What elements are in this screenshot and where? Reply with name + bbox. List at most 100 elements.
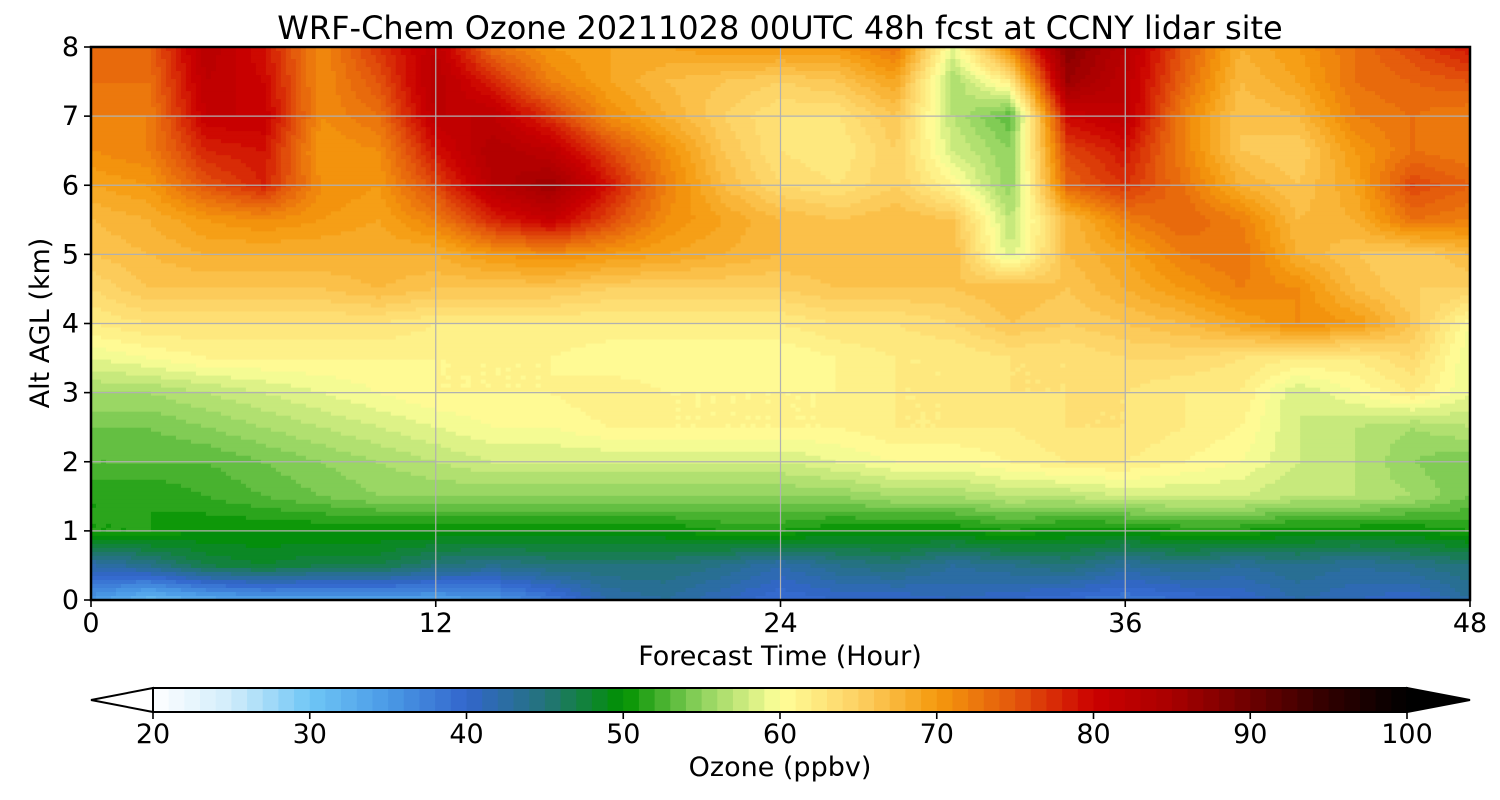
contour-cell bbox=[1405, 171, 1446, 176]
contour-cell bbox=[675, 199, 692, 204]
contour-cell bbox=[950, 179, 961, 184]
contour-cell bbox=[1280, 263, 1296, 268]
contour-cell bbox=[1340, 143, 1351, 148]
contour-cell bbox=[1380, 187, 1391, 192]
contour-cell bbox=[1220, 87, 1231, 92]
contour-cell bbox=[1140, 115, 1151, 120]
contour-cell bbox=[315, 47, 332, 52]
contour-cell bbox=[190, 79, 202, 84]
contour-cell bbox=[715, 227, 747, 232]
contour-cell bbox=[1200, 119, 1211, 124]
contour-cell bbox=[450, 235, 467, 240]
contour-cell bbox=[300, 119, 307, 124]
contour-cell bbox=[1065, 175, 1081, 180]
contour-cell bbox=[1020, 79, 1026, 84]
contour-cell bbox=[280, 187, 292, 192]
contour-cell bbox=[1370, 207, 1386, 212]
contour-cell bbox=[520, 227, 547, 232]
contour-cell bbox=[1095, 203, 1111, 208]
contour-cell bbox=[260, 179, 267, 184]
contour-cell bbox=[625, 243, 652, 248]
contour-cell bbox=[290, 91, 297, 96]
contour-cell bbox=[400, 203, 412, 208]
contour-cell bbox=[360, 123, 382, 128]
contour-cell bbox=[1355, 47, 1376, 52]
contour-cell bbox=[535, 91, 547, 96]
contour-cell bbox=[1405, 55, 1426, 60]
contour-cell bbox=[680, 127, 702, 132]
contour-cell bbox=[295, 195, 307, 200]
contour-cell bbox=[295, 155, 302, 160]
contour-cell bbox=[900, 71, 907, 76]
contour-cell bbox=[280, 131, 287, 136]
contour-cell bbox=[480, 55, 492, 60]
contour-cell bbox=[475, 87, 492, 92]
contour-cell bbox=[1180, 175, 1191, 180]
contour-cell bbox=[910, 195, 931, 200]
contour-cell bbox=[550, 143, 562, 148]
contour-cell bbox=[310, 175, 322, 180]
contour-cell bbox=[980, 231, 986, 236]
contour-cell bbox=[1345, 131, 1356, 136]
contour-cell bbox=[1055, 67, 1061, 72]
contour-cell bbox=[1230, 139, 1241, 144]
contour-cell bbox=[1375, 187, 1381, 192]
contour-cell bbox=[1210, 147, 1221, 152]
contour-cell bbox=[160, 171, 172, 176]
contour-cell bbox=[995, 251, 1006, 256]
contour-cell bbox=[1150, 63, 1156, 68]
contour-cell bbox=[185, 211, 207, 216]
contour-cell bbox=[575, 131, 587, 136]
contour-cell bbox=[565, 123, 572, 128]
contour-cell bbox=[1015, 231, 1021, 236]
contour-cell bbox=[1240, 223, 1256, 228]
contour-cell bbox=[1215, 47, 1226, 52]
contour-cell bbox=[1150, 71, 1156, 76]
contour-cell bbox=[195, 215, 237, 220]
contour-cell bbox=[1225, 179, 1236, 184]
contour-cell bbox=[690, 159, 707, 164]
contour-cell bbox=[410, 119, 422, 124]
contour-cell bbox=[1025, 123, 1031, 128]
contour-cell bbox=[580, 211, 592, 216]
contour-cell bbox=[545, 71, 562, 76]
contour-cell bbox=[250, 167, 267, 172]
contour-cell bbox=[1130, 151, 1141, 156]
contour-cell bbox=[915, 103, 926, 108]
contour-cell bbox=[180, 111, 187, 116]
contour-cell bbox=[1135, 111, 1146, 116]
contour-cell bbox=[1180, 111, 1186, 116]
contour-cell bbox=[160, 199, 182, 204]
contour-cell bbox=[865, 75, 887, 80]
contour-cell bbox=[540, 187, 557, 192]
contour-cell bbox=[455, 175, 467, 180]
contour-cell bbox=[1455, 207, 1470, 212]
contour-cell bbox=[1170, 139, 1176, 144]
contour-cell bbox=[1410, 127, 1416, 132]
contour-cell bbox=[1230, 203, 1246, 208]
contour-cell bbox=[1180, 47, 1191, 52]
contour-cell bbox=[415, 107, 422, 112]
contour-cell bbox=[595, 99, 612, 104]
contour-cell bbox=[1095, 223, 1106, 228]
contour-cell bbox=[1025, 79, 1031, 84]
contour-cell bbox=[1015, 175, 1021, 180]
contour-cell bbox=[500, 219, 522, 224]
contour-cell bbox=[985, 47, 991, 52]
contour-cell bbox=[1380, 171, 1391, 176]
contour-cell bbox=[1405, 155, 1441, 160]
contour-cell bbox=[915, 59, 921, 64]
contour-cell bbox=[91, 143, 147, 148]
contour-cell bbox=[1065, 63, 1081, 68]
contour-cell bbox=[1050, 79, 1056, 84]
contour-cell bbox=[755, 127, 782, 132]
contour-cell bbox=[1010, 131, 1016, 136]
contour-cell bbox=[145, 119, 157, 124]
contour-cell bbox=[545, 111, 557, 116]
contour-cell bbox=[1240, 139, 1306, 144]
contour-cell bbox=[465, 179, 477, 184]
contour-cell bbox=[525, 131, 542, 136]
contour-cell bbox=[380, 99, 387, 104]
contour-cell bbox=[500, 103, 512, 108]
contour-cell bbox=[930, 171, 941, 176]
